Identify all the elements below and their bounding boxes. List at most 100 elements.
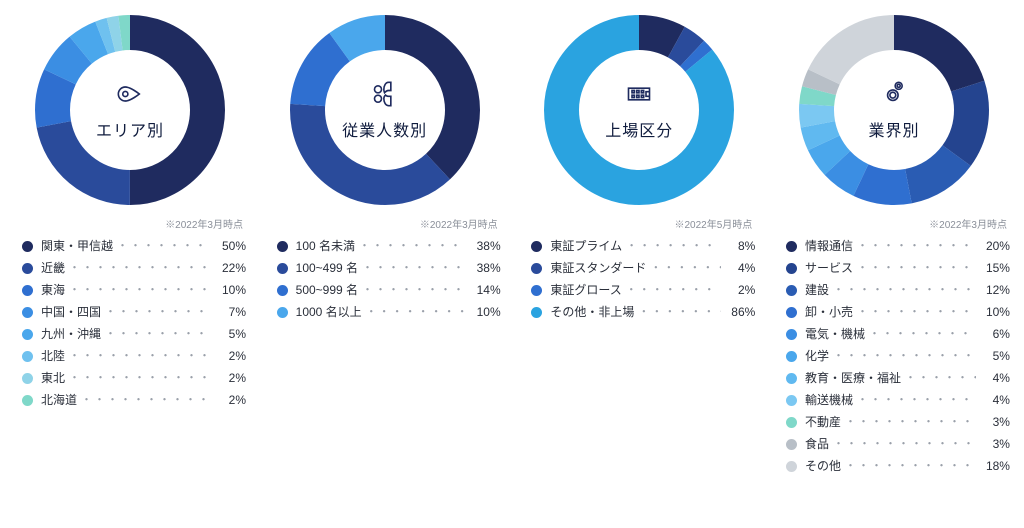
legend: 100 名未満・・・・・・・・・・・・・・・・・・・・38%100~499 名・…	[263, 237, 507, 321]
legend-percent: 15%	[976, 259, 1010, 277]
chart-note: ※2022年3月時点	[260, 216, 504, 231]
legend-label: 東証グロース	[550, 281, 621, 299]
legend-swatch	[277, 241, 288, 252]
legend-leader: ・・・・・・・・・・・・・・・・・・・・	[853, 260, 976, 277]
group-icon	[371, 80, 399, 113]
legend-percent: 20%	[976, 237, 1010, 255]
legend-swatch	[531, 307, 542, 318]
legend-leader: ・・・・・・・・・・・・・・・・・・・・	[829, 436, 976, 453]
legend-item: 500~999 名・・・・・・・・・・・・・・・・・・・・14%	[277, 281, 501, 299]
legend-item: 北陸・・・・・・・・・・・・・・・・・・・・2%	[22, 347, 246, 365]
legend-label: 東海	[41, 281, 65, 299]
legend-leader: ・・・・・・・・・・・・・・・・・・・・	[65, 370, 212, 387]
legend-item: 東証プライム・・・・・・・・・・・・・・・・・・・・8%	[531, 237, 755, 255]
legend-percent: 38%	[467, 259, 501, 277]
legend-item: 東北・・・・・・・・・・・・・・・・・・・・2%	[22, 369, 246, 387]
legend-percent: 3%	[976, 413, 1010, 431]
legend-swatch	[277, 307, 288, 318]
legend-label: 500~999 名	[296, 281, 358, 299]
chart-note: ※2022年3月時点	[769, 216, 1013, 231]
legend-percent: 5%	[212, 325, 246, 343]
legend-label: 不動産	[805, 413, 841, 431]
legend-percent: 2%	[721, 281, 755, 299]
legend-leader: ・・・・・・・・・・・・・・・・・・・・	[101, 326, 212, 343]
legend-percent: 12%	[976, 281, 1010, 299]
legend-swatch	[22, 329, 33, 340]
pin-icon	[116, 80, 144, 113]
legend-item: 電気・機械・・・・・・・・・・・・・・・・・・・・6%	[786, 325, 1010, 343]
chart-title: 従業人数別	[342, 117, 427, 141]
legend-item: 建設・・・・・・・・・・・・・・・・・・・・12%	[786, 281, 1010, 299]
legend-percent: 10%	[212, 281, 246, 299]
legend-leader: ・・・・・・・・・・・・・・・・・・・・	[646, 260, 721, 277]
legend-percent: 22%	[212, 259, 246, 277]
legend-percent: 38%	[467, 237, 501, 255]
donut-chart: エリア別	[30, 10, 230, 210]
legend-item: 100~499 名・・・・・・・・・・・・・・・・・・・・38%	[277, 259, 501, 277]
gears-icon	[880, 80, 908, 113]
legend-label: 卸・小売	[805, 303, 853, 321]
legend-label: その他・非上場	[550, 303, 634, 321]
legend-leader: ・・・・・・・・・・・・・・・・・・・・	[901, 370, 976, 387]
legend-label: 近畿	[41, 259, 65, 277]
panel-industry: 業界別※2022年3月時点情報通信・・・・・・・・・・・・・・・・・・・・20%…	[772, 10, 1016, 475]
legend-leader: ・・・・・・・・・・・・・・・・・・・・	[355, 238, 467, 255]
legend-percent: 18%	[976, 457, 1010, 475]
legend-item: 北海道・・・・・・・・・・・・・・・・・・・・2%	[22, 391, 246, 409]
legend-swatch	[22, 307, 33, 318]
legend-swatch	[786, 329, 797, 340]
legend-swatch	[531, 263, 542, 274]
legend-percent: 4%	[976, 369, 1010, 387]
legend-label: 中国・四国	[41, 303, 101, 321]
legend-swatch	[786, 417, 797, 428]
legend-swatch	[786, 263, 797, 274]
legend-swatch	[22, 285, 33, 296]
legend-leader: ・・・・・・・・・・・・・・・・・・・・	[853, 392, 976, 409]
legend-percent: 7%	[212, 303, 246, 321]
legend-item: 化学・・・・・・・・・・・・・・・・・・・・5%	[786, 347, 1010, 365]
panel-listing: 上場区分※2022年5月時点東証プライム・・・・・・・・・・・・・・・・・・・・…	[517, 10, 761, 321]
donut-chart: 従業人数別	[285, 10, 485, 210]
legend-label: 建設	[805, 281, 829, 299]
legend-leader: ・・・・・・・・・・・・・・・・・・・・	[841, 414, 976, 431]
legend-swatch	[786, 285, 797, 296]
legend-leader: ・・・・・・・・・・・・・・・・・・・・	[113, 238, 212, 255]
legend-leader: ・・・・・・・・・・・・・・・・・・・・	[362, 304, 467, 321]
legend-percent: 4%	[976, 391, 1010, 409]
legend-leader: ・・・・・・・・・・・・・・・・・・・・	[65, 282, 212, 299]
legend-label: サービス	[805, 259, 853, 277]
legend-item: 九州・沖縄・・・・・・・・・・・・・・・・・・・・5%	[22, 325, 246, 343]
chart-note: ※2022年5月時点	[514, 216, 758, 231]
legend-label: 化学	[805, 347, 829, 365]
legend-percent: 5%	[976, 347, 1010, 365]
legend-label: 東証スタンダード	[550, 259, 646, 277]
legend-item: 東証スタンダード・・・・・・・・・・・・・・・・・・・・4%	[531, 259, 755, 277]
legend-leader: ・・・・・・・・・・・・・・・・・・・・	[65, 260, 212, 277]
legend-label: 北陸	[41, 347, 65, 365]
legend-percent: 4%	[721, 259, 755, 277]
legend-item: 輸送機械・・・・・・・・・・・・・・・・・・・・4%	[786, 391, 1010, 409]
legend-percent: 8%	[721, 237, 755, 255]
legend-swatch	[786, 461, 797, 472]
legend-item: 関東・甲信越・・・・・・・・・・・・・・・・・・・・50%	[22, 237, 246, 255]
legend-swatch	[22, 395, 33, 406]
legend-label: 関東・甲信越	[41, 237, 113, 255]
legend-label: 輸送機械	[805, 391, 853, 409]
legend-swatch	[277, 285, 288, 296]
legend-label: 1000 名以上	[296, 303, 362, 321]
legend-item: 卸・小売・・・・・・・・・・・・・・・・・・・・10%	[786, 303, 1010, 321]
panel-area: エリア別※2022年3月時点関東・甲信越・・・・・・・・・・・・・・・・・・・・…	[8, 10, 252, 409]
legend-leader: ・・・・・・・・・・・・・・・・・・・・	[829, 348, 976, 365]
legend-percent: 2%	[212, 347, 246, 365]
legend-swatch	[22, 373, 33, 384]
legend-swatch	[531, 285, 542, 296]
legend-label: 電気・機械	[805, 325, 865, 343]
legend-item: 教育・医療・福祉・・・・・・・・・・・・・・・・・・・・4%	[786, 369, 1010, 387]
chart-note: ※2022年3月時点	[5, 216, 249, 231]
legend-item: サービス・・・・・・・・・・・・・・・・・・・・15%	[786, 259, 1010, 277]
panel-employees: 従業人数別 ※2022年3月時点 100 名未満・・・・・・・・・・・・・・・・・・…	[263, 10, 507, 321]
legend-swatch	[22, 241, 33, 252]
legend-item: 不動産・・・・・・・・・・・・・・・・・・・・3%	[786, 413, 1010, 431]
legend-label: 東証プライム	[550, 237, 622, 255]
legend-item: 近畿・・・・・・・・・・・・・・・・・・・・22%	[22, 259, 246, 277]
